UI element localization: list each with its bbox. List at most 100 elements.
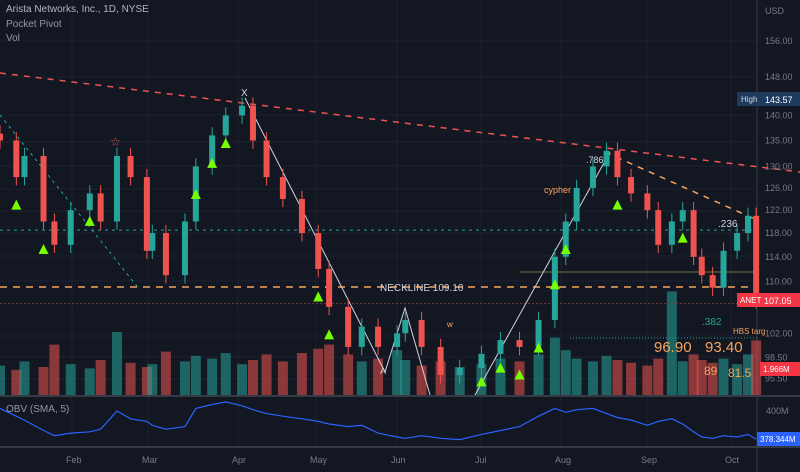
price-tick: 148.00 xyxy=(765,72,793,82)
month-label: Jun xyxy=(391,455,406,465)
volume-bar xyxy=(356,361,367,395)
candle xyxy=(478,353,485,368)
pocket-pivot-icon xyxy=(190,188,201,199)
candle xyxy=(668,221,675,245)
candle xyxy=(97,193,104,222)
last-price-badge xyxy=(737,293,800,307)
volume-bar xyxy=(751,340,762,395)
candle xyxy=(249,105,256,141)
price-tick: 102.00 xyxy=(765,328,793,338)
candle xyxy=(655,210,662,245)
target-89: 89 xyxy=(704,364,718,378)
volume-bar xyxy=(0,365,5,395)
candle xyxy=(418,319,425,347)
star-icon: ☆ xyxy=(110,135,121,149)
candle xyxy=(720,250,727,288)
candle xyxy=(40,155,47,222)
price-tick: 156.00 xyxy=(765,36,793,46)
volume-bar xyxy=(696,360,707,395)
month-label: Sep xyxy=(641,455,657,465)
obv-tick: 400M xyxy=(766,406,789,416)
volume-bar xyxy=(65,364,76,395)
volume-bar xyxy=(666,291,677,395)
volume-bar xyxy=(84,368,95,395)
volume-badge xyxy=(760,362,800,376)
obv-line xyxy=(0,401,757,441)
month-label: Oct xyxy=(725,455,740,465)
volume-bar xyxy=(416,365,427,395)
candle xyxy=(589,166,596,188)
pocket-pivot-icon xyxy=(38,244,49,255)
volume-bar xyxy=(612,360,623,395)
volume-bar xyxy=(653,358,664,395)
month-label: Jul xyxy=(475,455,487,465)
pocket-pivot-icon xyxy=(324,329,335,340)
volume-bar xyxy=(190,355,201,395)
obv-value: 378.344M xyxy=(760,435,796,444)
candle xyxy=(345,306,352,347)
candle xyxy=(516,340,523,347)
volume-bar xyxy=(261,354,272,395)
volume-bar xyxy=(688,354,699,395)
volume-bar xyxy=(247,360,258,395)
price-tick: 95.50 xyxy=(765,374,788,384)
volume-bar xyxy=(495,358,506,395)
candle xyxy=(690,210,697,257)
candle xyxy=(209,135,216,167)
candle xyxy=(162,233,169,276)
orange-trendline xyxy=(604,151,758,221)
label-786: .786 xyxy=(586,155,604,165)
candle xyxy=(437,346,444,376)
label-x: X xyxy=(241,88,248,99)
volume-bar xyxy=(587,361,598,395)
pocket-pivot-icon xyxy=(560,244,571,255)
candle xyxy=(222,115,229,136)
high-label: High xyxy=(741,95,757,104)
candle xyxy=(698,256,705,276)
volume-bar xyxy=(392,350,403,395)
candle xyxy=(644,193,651,211)
pattern-line xyxy=(474,151,611,396)
pocket-pivot-icon xyxy=(495,362,506,373)
candle xyxy=(497,340,504,354)
price-tick: 130.00 xyxy=(765,161,793,171)
pattern-line xyxy=(244,97,431,396)
pocket-pivot-legend[interactable]: Pocket Pivot xyxy=(6,19,62,30)
candle xyxy=(315,233,322,269)
price-tick: 118.00 xyxy=(765,228,792,238)
volume-bar xyxy=(220,353,231,395)
volume-bar xyxy=(533,354,544,395)
candle xyxy=(456,367,463,376)
obv-legend[interactable]: OBV (SMA, 5) xyxy=(6,404,70,415)
pocket-pivot-icon xyxy=(11,199,22,210)
label-w: w xyxy=(446,320,453,329)
candle xyxy=(67,210,74,245)
pocket-pivot-icon xyxy=(514,369,525,380)
candle xyxy=(279,177,286,199)
candle xyxy=(394,333,401,347)
volume-bar xyxy=(560,350,571,395)
volume-bar xyxy=(49,344,60,395)
pocket-pivot-icon xyxy=(612,199,623,210)
pocket-pivot-icon xyxy=(677,232,688,243)
volume-legend[interactable]: Vol xyxy=(6,33,20,44)
candle xyxy=(573,187,580,222)
volume-bar xyxy=(313,348,324,395)
candle xyxy=(628,177,635,194)
target-81-5: 81.5 xyxy=(728,366,752,380)
high-badge xyxy=(737,92,800,106)
neckline-label: NECKLINE 109.10 xyxy=(380,283,464,294)
volume-bar xyxy=(571,358,582,395)
candle xyxy=(0,133,3,141)
pocket-pivot-icon xyxy=(549,279,560,290)
pocket-pivot-icon xyxy=(476,376,487,387)
volume-bar xyxy=(626,362,637,395)
candle xyxy=(13,140,20,178)
target-96-90: 96.90 xyxy=(654,339,692,356)
pocket-pivot-icon xyxy=(220,137,231,148)
candle xyxy=(86,193,93,211)
symbol-badge: ANET xyxy=(740,296,761,305)
month-label: Apr xyxy=(232,455,246,465)
candle xyxy=(709,275,716,288)
